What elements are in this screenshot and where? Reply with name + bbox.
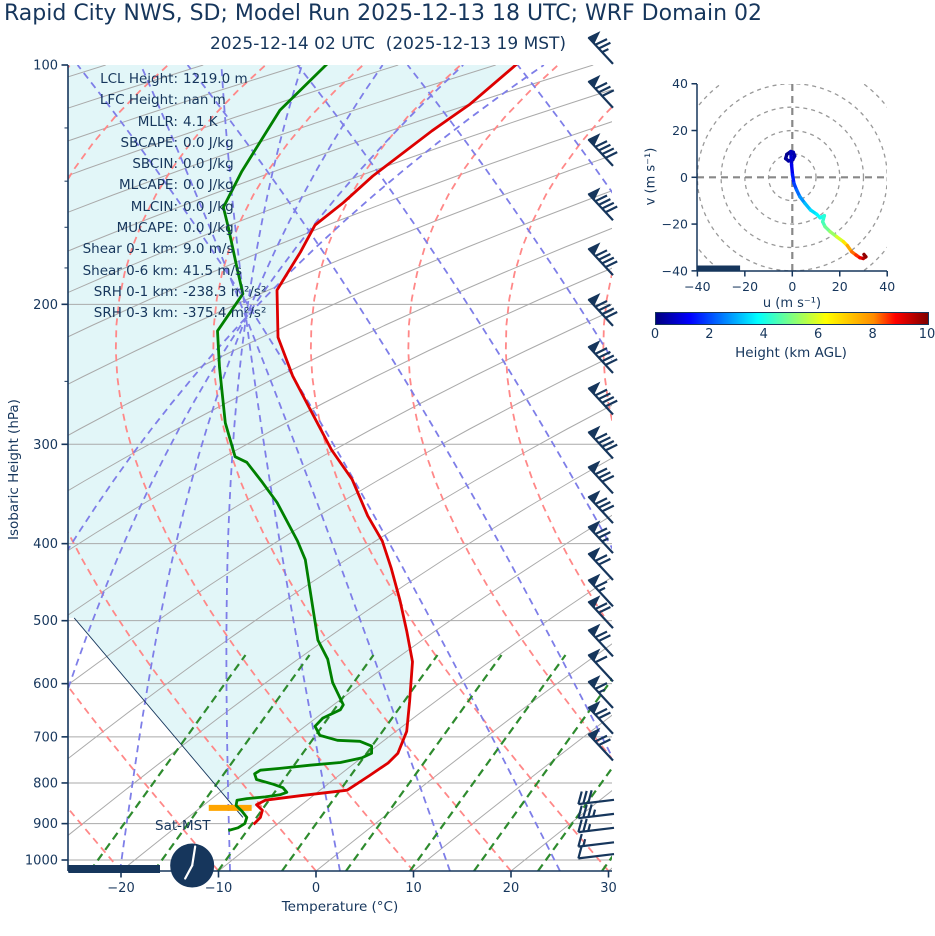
- hodograph-plot-area: [697, 84, 887, 272]
- stat-value: 0.0 J/kg: [183, 177, 234, 194]
- stat-label: LFC Height:: [99, 92, 178, 109]
- stat-row: Shear 0-6 km: 41.5 m/s: [60, 261, 266, 282]
- skewt-tick-labels: −20 −10 0 10 20 30 100 200 300 400 500 600 700 800 900…: [25, 59, 617, 897]
- hodograph-ring: [744, 129, 841, 225]
- pressure-axis-label: Isobaric Height (hPa): [6, 399, 22, 540]
- stat-value: 0.0 J/kg: [183, 198, 234, 215]
- stat-value: nan m: [183, 92, 226, 109]
- temperature-line: [252, 65, 518, 826]
- svg-text:700: 700: [33, 730, 58, 745]
- svg-text:20: 20: [503, 881, 520, 896]
- hodograph-u-axis-label: u (m s⁻¹): [762, 296, 822, 311]
- stat-row: MLCIN: 0.0 J/kg: [60, 197, 266, 218]
- stat-label: Shear 0-1 km:: [82, 241, 178, 258]
- temperature-axis-label: Temperature (°C): [281, 899, 399, 915]
- stat-value: -238.3 m²/s²: [183, 283, 267, 300]
- wind-barbs: [577, 31, 618, 860]
- svg-text:−20: −20: [732, 279, 758, 294]
- stat-label: MUCAPE:: [116, 220, 178, 237]
- svg-text:600: 600: [33, 677, 58, 692]
- svg-text:900: 900: [33, 817, 58, 832]
- stat-row: MLCAPE: 0.0 J/kg: [60, 175, 266, 196]
- stat-label: SBCAPE:: [120, 134, 178, 151]
- skewt-plot-area: [68, 65, 612, 871]
- hodograph-tick-labels: −40 −20 0 20 40 −40 −20 0 20 40: [662, 76, 896, 294]
- stat-label: SBCIN:: [132, 156, 178, 173]
- colorbar-label: Height (km AGL): [735, 345, 847, 361]
- colorbar-tick-label: 4: [759, 327, 768, 342]
- mixing-ratio-lines: [89, 654, 612, 871]
- svg-text:−20: −20: [107, 881, 134, 896]
- svg-text:20: 20: [832, 279, 848, 294]
- svg-text:100: 100: [33, 59, 58, 74]
- stat-value: -375.4 m²/s²: [183, 305, 267, 322]
- svg-text:−40: −40: [662, 263, 688, 278]
- stat-row: LCL Height: 1219.0 m: [60, 69, 266, 90]
- svg-text:300: 300: [33, 438, 58, 453]
- stat-label: MLCAPE:: [118, 177, 178, 194]
- hodograph-wind-trace: [783, 149, 868, 261]
- stat-value: 0.0 J/kg: [183, 134, 234, 151]
- stat-label: LCL Height:: [100, 71, 178, 87]
- svg-text:800: 800: [33, 776, 58, 791]
- stat-row: SRH 0-1 km: -238.3 m²/s²: [60, 282, 267, 303]
- surface-time-label: Sat-MST: [155, 818, 211, 834]
- svg-text:−10: −10: [205, 881, 232, 896]
- stat-value: 9.0 m/s: [183, 241, 234, 258]
- sounding-shaded-region: [68, 65, 516, 818]
- hodograph-ring: [720, 106, 865, 249]
- stat-value: 1219.0 m: [183, 71, 248, 87]
- svg-text:0: 0: [680, 170, 688, 185]
- svg-text:30: 30: [600, 881, 617, 896]
- stat-value: 4.1 K: [183, 113, 218, 130]
- colorbar-tick-label: 2: [705, 327, 714, 342]
- height-colorbar: [655, 312, 929, 325]
- stat-row: MUCAPE: 0.0 J/kg: [60, 218, 266, 239]
- moist-adiabat-lines: [68, 65, 612, 871]
- svg-text:0: 0: [312, 881, 320, 896]
- stat-label: SRH 0-3 km:: [93, 305, 178, 322]
- svg-text:1000: 1000: [25, 854, 58, 869]
- stat-label: MLLR:: [137, 113, 178, 130]
- svg-text:200: 200: [33, 298, 58, 313]
- hodograph-axes: [691, 82, 888, 277]
- valid-time-subtitle: 2025-12-14 02 UTC (2025-12-13 19 MST): [209, 34, 567, 54]
- figure-title: Rapid City NWS, SD; Model Run 2025-12-13…: [4, 1, 763, 26]
- stat-row: SBCAPE: 0.0 J/kg: [60, 133, 266, 154]
- stat-row: LFC Height: nan m: [60, 90, 266, 111]
- sounding-stats-block: LCL Height: 1219.0 m LFC Height: nan m MLLR:…: [60, 69, 267, 325]
- stat-row: Shear 0-1 km: 9.0 m/s: [60, 239, 266, 260]
- dewpoint-line: [216, 65, 373, 832]
- svg-text:500: 500: [33, 614, 58, 629]
- stat-label: MLCIN:: [130, 198, 178, 215]
- stat-row: SRH 0-3 km: -375.4 m²/s²: [60, 303, 267, 324]
- stat-value: 41.5 m/s: [183, 262, 243, 279]
- hodograph-ring: [767, 153, 817, 202]
- parcel-trace-line: [73, 617, 244, 818]
- svg-text:400: 400: [33, 537, 58, 552]
- colorbar-tick-label: 0: [650, 327, 660, 342]
- stat-row: SBCIN: 0.0 J/kg: [60, 154, 266, 175]
- svg-text:−20: −20: [662, 217, 688, 232]
- colorbar-tick-label: 6: [814, 327, 823, 342]
- svg-text:10: 10: [405, 881, 422, 896]
- svg-text:0: 0: [788, 279, 796, 294]
- stat-label: Shear 0-6 km:: [82, 262, 178, 279]
- stat-value: 0.0 J/kg: [183, 156, 234, 173]
- clock-icon: [170, 843, 215, 888]
- svg-text:40: 40: [879, 279, 895, 294]
- colorbar-tick-label: 10: [918, 327, 935, 342]
- stat-row: MLLR: 4.1 K: [60, 112, 266, 133]
- svg-text:40: 40: [672, 76, 688, 91]
- stat-label: SRH 0-1 km:: [93, 283, 178, 300]
- svg-text:20: 20: [672, 123, 688, 138]
- hodograph-v-axis-label: v (m s⁻¹): [643, 147, 659, 206]
- svg-text:−40: −40: [684, 279, 710, 294]
- stat-value: 0.0 J/kg: [183, 220, 234, 237]
- colorbar-tick-label: 8: [868, 327, 877, 342]
- skewt-axes: [61, 64, 612, 878]
